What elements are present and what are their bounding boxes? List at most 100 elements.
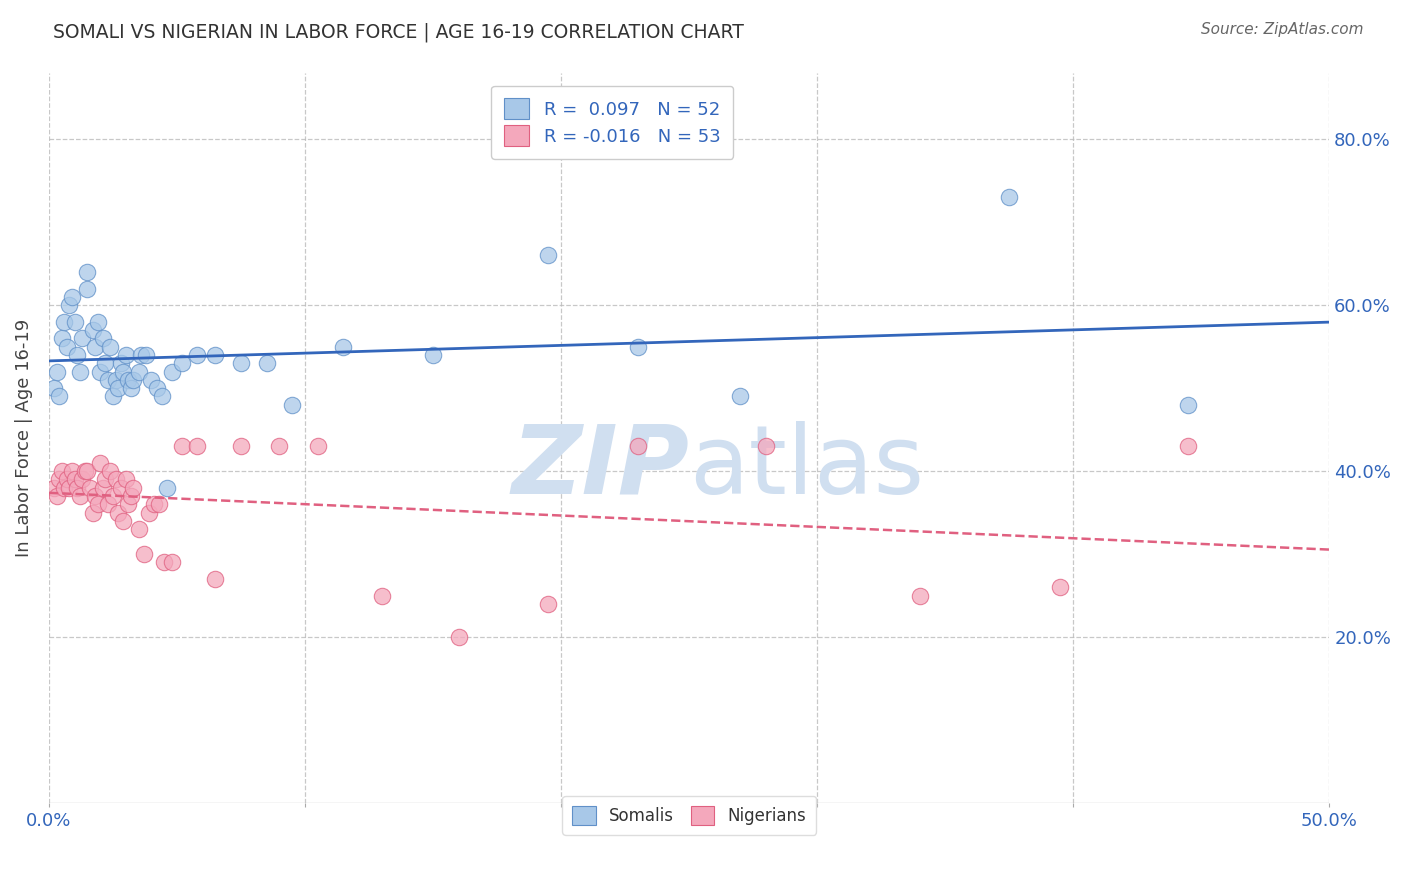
Point <box>160 555 183 569</box>
Point <box>42 481 65 495</box>
Point <box>627 340 650 354</box>
Point <box>204 348 226 362</box>
Point <box>120 381 142 395</box>
Point <box>908 589 931 603</box>
Point <box>229 356 252 370</box>
Text: SOMALI VS NIGERIAN IN LABOR FORCE | AGE 16-19 CORRELATION CHART: SOMALI VS NIGERIAN IN LABOR FORCE | AGE … <box>53 22 744 42</box>
Point <box>42 381 65 395</box>
Point <box>100 340 122 354</box>
Point <box>112 514 135 528</box>
Point <box>58 298 80 312</box>
Point <box>307 439 329 453</box>
Point <box>73 464 96 478</box>
Point <box>150 389 173 403</box>
Point <box>135 348 157 362</box>
Point <box>94 472 117 486</box>
Point <box>53 481 76 495</box>
Point <box>91 331 114 345</box>
Point <box>132 547 155 561</box>
Point <box>101 489 124 503</box>
Point <box>60 290 83 304</box>
Point <box>82 506 104 520</box>
Point <box>537 248 560 262</box>
Point <box>56 472 79 486</box>
Point <box>117 373 139 387</box>
Point <box>332 340 354 354</box>
Point <box>120 489 142 503</box>
Point <box>76 282 98 296</box>
Point <box>51 464 73 478</box>
Point <box>160 365 183 379</box>
Point <box>48 389 70 403</box>
Point <box>122 481 145 495</box>
Point <box>76 265 98 279</box>
Point <box>86 497 108 511</box>
Point <box>53 315 76 329</box>
Point <box>172 356 194 370</box>
Point <box>63 472 86 486</box>
Point <box>755 439 778 453</box>
Point <box>1177 439 1199 453</box>
Point <box>256 356 278 370</box>
Point <box>91 481 114 495</box>
Point <box>537 597 560 611</box>
Point <box>84 340 107 354</box>
Point <box>1049 580 1071 594</box>
Point <box>371 589 394 603</box>
Point <box>129 348 152 362</box>
Point <box>84 489 107 503</box>
Point <box>56 340 79 354</box>
Point <box>128 522 150 536</box>
Point <box>101 389 124 403</box>
Point <box>72 472 94 486</box>
Point <box>110 481 132 495</box>
Point <box>45 489 67 503</box>
Point <box>627 439 650 453</box>
Point <box>142 497 165 511</box>
Point <box>114 472 136 486</box>
Point <box>86 315 108 329</box>
Point <box>141 373 163 387</box>
Point <box>66 481 89 495</box>
Point <box>112 365 135 379</box>
Point <box>69 489 91 503</box>
Point <box>107 381 129 395</box>
Point <box>100 464 122 478</box>
Point <box>447 630 470 644</box>
Point <box>148 497 170 511</box>
Point <box>122 373 145 387</box>
Point <box>97 373 120 387</box>
Point <box>422 348 444 362</box>
Text: Source: ZipAtlas.com: Source: ZipAtlas.com <box>1201 22 1364 37</box>
Point <box>153 555 176 569</box>
Point <box>998 190 1021 204</box>
Point <box>72 331 94 345</box>
Point <box>281 398 304 412</box>
Point <box>58 481 80 495</box>
Point <box>186 348 208 362</box>
Point <box>110 356 132 370</box>
Point <box>97 497 120 511</box>
Point <box>60 464 83 478</box>
Point <box>48 472 70 486</box>
Point <box>1177 398 1199 412</box>
Point <box>229 439 252 453</box>
Point <box>204 572 226 586</box>
Text: ZIP: ZIP <box>512 421 689 514</box>
Point <box>89 456 111 470</box>
Point <box>117 497 139 511</box>
Point <box>79 481 101 495</box>
Point <box>89 365 111 379</box>
Point <box>186 439 208 453</box>
Y-axis label: In Labor Force | Age 16-19: In Labor Force | Age 16-19 <box>15 318 32 558</box>
Point <box>66 348 89 362</box>
Point <box>63 315 86 329</box>
Point <box>51 331 73 345</box>
Point <box>107 506 129 520</box>
Point <box>269 439 291 453</box>
Legend: Somalis, Nigerians: Somalis, Nigerians <box>562 796 815 835</box>
Point <box>104 373 127 387</box>
Point <box>76 464 98 478</box>
Point <box>104 472 127 486</box>
Point <box>82 323 104 337</box>
